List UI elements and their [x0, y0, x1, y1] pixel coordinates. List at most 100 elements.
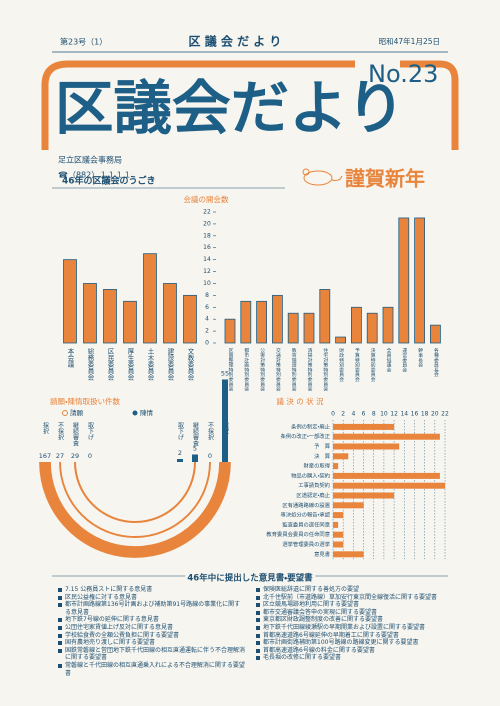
x-tick-label: 18 [421, 411, 429, 418]
bar [366, 312, 378, 344]
opinion-list: 保険医総辞退に関する善処方の要望 北千住駅前（市道路線）草加安行東京間全線復活に関… [256, 586, 444, 662]
x-tick-label: 2 [341, 411, 345, 418]
bar [333, 492, 395, 499]
bar [143, 253, 157, 344]
x-tick-label: 20 [431, 411, 439, 418]
x-tick-label: 決算特別委員会 [370, 347, 375, 383]
legend-symbol [132, 410, 138, 416]
x-tick-label: 本会議 [66, 347, 74, 368]
y-tick-label: 決 算 [314, 452, 331, 460]
value-label: 167 [39, 452, 51, 460]
bar [333, 433, 440, 440]
petition-arc [90, 462, 180, 507]
category-label: 不採択 [57, 422, 64, 441]
bar [382, 306, 394, 344]
opinion-item: 地下鉄千代田線綾瀬駅の早期開業および設置に関する要望書 [256, 624, 444, 632]
x-tick-label: 予算特別委員会 [354, 347, 359, 383]
bar [333, 482, 445, 489]
y-tick-label: 区有通路路線の設置 [282, 501, 330, 509]
x-tick-label: 全員協議会 [386, 347, 391, 373]
bar [333, 512, 344, 519]
y-tick-label: 22 [203, 209, 211, 216]
category-label: 取下げ [87, 422, 94, 441]
category-label: 継続審査 [72, 421, 79, 446]
value-label: 5 [193, 445, 197, 453]
appeal-bar [192, 454, 198, 462]
y-tick-label: 選挙管理委員の選挙 [282, 540, 330, 548]
bar [183, 294, 197, 344]
x-tick-label: 公害対策特別委員会 [259, 347, 264, 392]
x-tick-label: 10 [380, 411, 388, 418]
opinion-item: 学校給食費の全額公費負担に関する要望書 [58, 632, 246, 640]
x-tick-label: 交通対策特別委員会 [275, 348, 280, 393]
y-tick-label: 0 [205, 340, 209, 347]
x-tick-label: 14 [400, 411, 408, 418]
x-tick-label: 清掃対策特別委員会 [307, 347, 312, 392]
x-tick-label: 文教委員会 [186, 347, 194, 382]
bar [303, 312, 315, 344]
issue: 第23号（1） [60, 37, 107, 47]
value-label: 0 [208, 452, 212, 460]
bar [350, 306, 362, 344]
y-tick-label: 14 [203, 256, 211, 263]
x-tick-label: 総務委員会 [86, 347, 94, 382]
bar [335, 336, 347, 344]
x-tick-label: 各種委員長会 [433, 347, 438, 378]
category-label: 取下げ [177, 422, 184, 441]
category-label: 不採択 [207, 422, 214, 441]
bar [333, 472, 440, 479]
y-tick-label: 予 算 [314, 442, 331, 450]
opinion-item: 保険医総辞退に関する善処方の要望 [256, 586, 444, 594]
y-tick-label: 8 [205, 292, 209, 299]
y-tick-label: 意見書 [314, 550, 330, 558]
bar [163, 283, 177, 344]
y-tick-label: 区道認定・廃止 [296, 491, 330, 499]
bar [83, 283, 97, 344]
x-tick-label: 区画整理特別委員会 [228, 348, 233, 393]
bar [240, 300, 252, 344]
mouse-illustration [302, 168, 343, 186]
x-tick-label: 6 [362, 411, 366, 418]
opinion-item: 毛長堀の改修に関する要望書 [256, 654, 444, 662]
value-label: 2 [178, 449, 182, 457]
bar [398, 217, 410, 344]
category-label: 採択 [42, 421, 49, 435]
x-tick-label: 住宅対策特別委員会 [322, 347, 327, 392]
legend-label: 請願 [70, 408, 84, 417]
opinion-list: 7.15 公務員ストに関する意見書 区民公益権に対する意見書 都市計画路線第136号… [58, 586, 246, 677]
y-tick-label: 財産の取得 [304, 462, 331, 470]
value-label: 29 [71, 452, 79, 460]
x-tick-label: 22 [441, 411, 449, 418]
x-tick-label: 建設委員会 [166, 347, 174, 382]
title-frame [41, 60, 459, 150]
x-tick-label: 運営委員会 [401, 347, 406, 373]
bar [333, 502, 364, 509]
title: 区議会だより [55, 74, 405, 142]
y-tick-label: 監査委員の選任同意 [282, 520, 330, 528]
publisher: 足立区議会事務局 [58, 155, 122, 165]
section-title: 46年の区議会のうごき [62, 175, 156, 187]
value-label: 27 [56, 452, 64, 460]
opinion-item: 区立競馬場跡地利用に関する要望書 [256, 601, 444, 609]
y-tick-label: 18 [203, 232, 211, 239]
bar [333, 541, 344, 548]
opinion-item: 東京都区財政調整制度の改善に関する要望書 [256, 616, 444, 624]
issue-number: No.23 [368, 60, 438, 88]
x-tick-label: 16 [411, 411, 419, 418]
y-tick-label: 条例の制定・廃止 [291, 422, 331, 430]
x-tick-label: 都市計画特別委員会 [243, 348, 248, 393]
opinion-item: 都市交通審議会答申の実現に関する要望書 [256, 609, 444, 617]
y-tick-label: 専決処分の報告・承認 [281, 511, 331, 519]
x-tick-label: 厚生委員会 [126, 348, 134, 382]
appeal-bar [222, 379, 228, 462]
opinion-item: 北千住駅前（市道路線）草加安行東京間全線復活に関する要望書 [256, 594, 444, 602]
opinion-item: 公団住宅家賃値上げ反対に関する意見書 [58, 624, 246, 632]
category-label: 継続審査 [192, 421, 199, 446]
x-tick-label: 教育施設特別委員会 [291, 347, 296, 392]
value-label: 55 [221, 370, 229, 378]
y-tick-label: 工事請負契約 [298, 481, 330, 489]
x-tick-label: 幹事長会 [417, 347, 422, 368]
bar [256, 300, 268, 344]
value-label: 0 [88, 452, 92, 460]
